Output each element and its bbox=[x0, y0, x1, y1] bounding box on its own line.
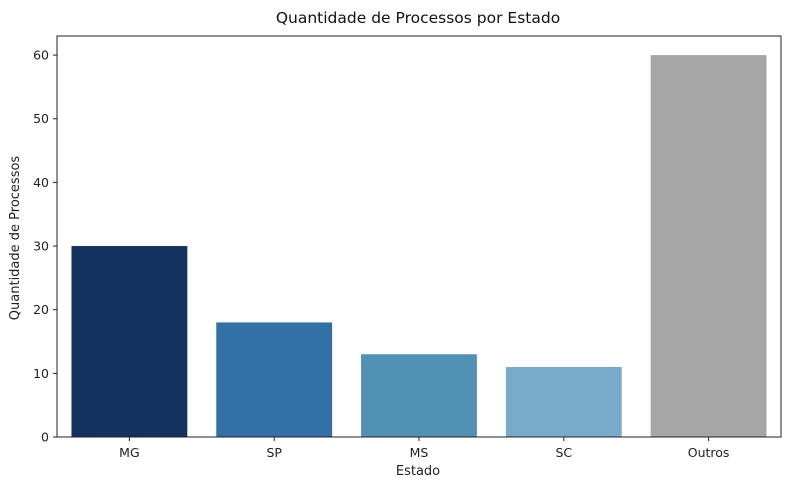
y-tick-label: 30 bbox=[33, 239, 49, 254]
x-tick-label: MS bbox=[410, 445, 429, 460]
bar-ms bbox=[361, 354, 477, 437]
y-tick-label: 10 bbox=[33, 366, 49, 381]
bar-outros bbox=[650, 55, 767, 437]
bars-group bbox=[71, 55, 767, 437]
y-axis: 0 10 20 30 40 50 60 bbox=[33, 48, 57, 445]
x-tick-label: SC bbox=[555, 445, 572, 460]
x-tick-label: SP bbox=[266, 445, 282, 460]
y-tick-label: 0 bbox=[41, 430, 49, 445]
x-axis: MG SP MS SC Outros bbox=[119, 437, 729, 460]
y-tick-label: 40 bbox=[33, 175, 49, 190]
chart-title: Quantidade de Processos por Estado bbox=[276, 9, 560, 27]
y-tick-label: 60 bbox=[33, 48, 49, 63]
y-tick-label: 50 bbox=[33, 111, 49, 126]
x-axis-title: Estado bbox=[396, 464, 440, 479]
bar-sc bbox=[505, 366, 622, 437]
plot-frame bbox=[56, 35, 782, 438]
x-tick-label: MG bbox=[119, 445, 139, 460]
y-tick-label: 20 bbox=[33, 302, 49, 317]
bar-sp bbox=[216, 322, 333, 437]
x-tick-label: Outros bbox=[688, 445, 730, 460]
y-axis-title: Quantidade de Processos bbox=[8, 156, 23, 321]
bar-mg bbox=[71, 246, 188, 437]
